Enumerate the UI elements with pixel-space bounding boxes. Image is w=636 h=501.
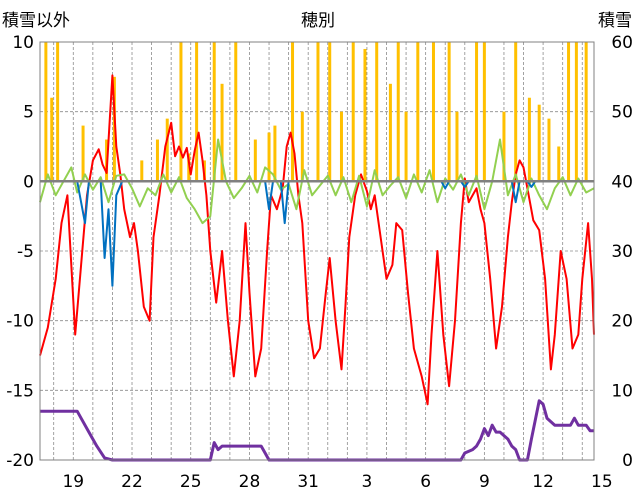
bar (447, 42, 451, 182)
bar (81, 125, 85, 182)
series-line-2 (40, 180, 594, 287)
bar (455, 111, 459, 182)
y-tick-label-right: 60 (611, 33, 633, 53)
y-tick-label-left: -5 (17, 242, 34, 262)
y-tick-label-right: 0 (622, 451, 633, 471)
bar (56, 42, 60, 182)
bar (234, 42, 238, 182)
bar (165, 118, 169, 182)
x-tick-label: 22 (121, 472, 143, 492)
y-tick-label-left: 0 (23, 172, 34, 192)
y-tick-label-right: 40 (611, 172, 633, 192)
bar (316, 42, 320, 182)
bar (527, 97, 531, 182)
y-tick-label-left: 10 (12, 33, 34, 53)
bar (584, 42, 588, 182)
bar (431, 42, 435, 182)
y-tick-label-right: 30 (611, 242, 633, 262)
y-tick-label-right: 50 (611, 103, 633, 123)
bar (179, 42, 183, 182)
y-tick-label-right: 20 (611, 312, 633, 332)
series-line-1 (39, 138, 595, 225)
bar (300, 111, 304, 182)
bar (339, 111, 343, 182)
bar (388, 83, 392, 182)
y-tick-label-right: 10 (611, 381, 633, 401)
bar (404, 111, 408, 182)
bar (514, 42, 518, 182)
bar (363, 48, 367, 182)
x-tick-label: 25 (180, 472, 202, 492)
y-tick-label-left: -10 (6, 312, 34, 332)
bar (537, 104, 541, 182)
bar (44, 42, 48, 182)
x-tick-label: 12 (532, 472, 554, 492)
bar (50, 97, 54, 182)
bar (291, 42, 295, 182)
bar (547, 118, 551, 182)
bar (567, 42, 571, 182)
bar (482, 42, 486, 182)
y-tick-label-left: -15 (6, 381, 34, 401)
bar (195, 42, 199, 182)
bar (396, 42, 400, 182)
bar (267, 132, 271, 182)
x-tick-label: 6 (420, 472, 431, 492)
bar (155, 139, 159, 182)
y-tick-label-left: -20 (6, 451, 34, 471)
y-axis-right-label: 積雪 (598, 11, 632, 31)
bar (574, 42, 578, 182)
bar (351, 42, 355, 182)
x-tick-label: 19 (62, 472, 84, 492)
bar (253, 139, 257, 182)
x-tick-label: 3 (362, 472, 373, 492)
bar (328, 42, 332, 182)
bar (502, 111, 506, 182)
bar (220, 83, 224, 182)
x-tick-label: 28 (239, 472, 261, 492)
bar (416, 42, 420, 182)
chart-title: 穂別 (301, 11, 335, 31)
bar (140, 160, 144, 182)
series-line-4 (40, 399, 594, 462)
plot-area (39, 42, 595, 462)
y-axis-left-label: 積雪以外 (2, 11, 70, 31)
y-tick-label-left: 5 (23, 103, 34, 123)
plot-border (39, 41, 595, 461)
axes: 10 60 5 50 0 40 -5 30 -10 20 -15 10 -20 0 19 22 25 28 31 3 6… (6, 33, 633, 492)
bar (475, 42, 479, 182)
x-tick-label: 31 (297, 472, 319, 492)
bar (212, 42, 216, 182)
bar (375, 42, 379, 182)
x-tick-label: 9 (479, 472, 490, 492)
bar (273, 125, 277, 182)
series-line-0 (39, 74, 595, 406)
bar (557, 146, 561, 182)
x-tick-label: 15 (591, 472, 613, 492)
